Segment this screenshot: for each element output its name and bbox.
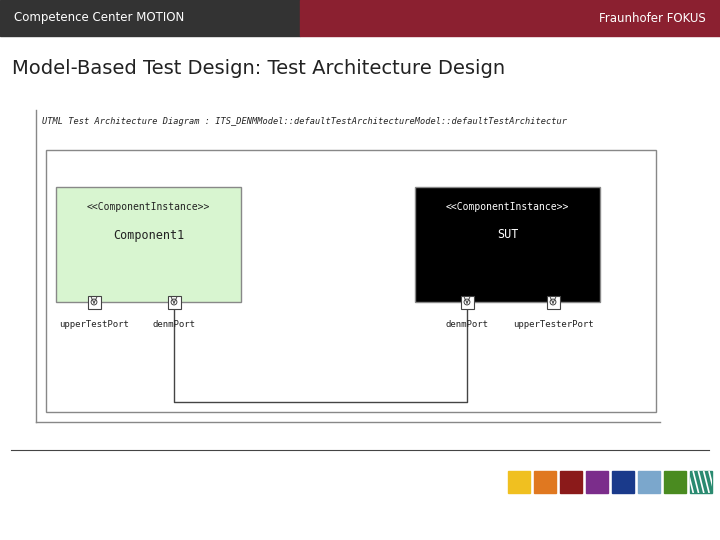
Text: Competence Center MOTION: Competence Center MOTION bbox=[14, 11, 184, 24]
Bar bbox=[508, 471, 530, 493]
Bar bbox=[46, 150, 656, 412]
Text: Fraunhofer FOKUS: Fraunhofer FOKUS bbox=[599, 11, 706, 24]
Bar bbox=[300, 0, 720, 36]
Bar bbox=[586, 471, 608, 493]
Text: <<ComponentInstance>>: <<ComponentInstance>> bbox=[446, 202, 570, 212]
Bar bbox=[534, 471, 556, 493]
Bar bbox=[415, 187, 600, 302]
Bar bbox=[560, 471, 582, 493]
Text: denmPort: denmPort bbox=[153, 320, 196, 329]
Text: denmPort: denmPort bbox=[446, 320, 488, 329]
Bar bbox=[56, 187, 241, 302]
Bar bbox=[638, 471, 660, 493]
Text: Component1: Component1 bbox=[113, 228, 184, 241]
Bar bbox=[690, 471, 712, 493]
Bar bbox=[546, 295, 559, 308]
Bar bbox=[612, 471, 634, 493]
Text: UTML Test Architecture Diagram : ITS_DENMModel::defaultTestArchitectureModel::de: UTML Test Architecture Diagram : ITS_DEN… bbox=[42, 118, 567, 126]
Bar bbox=[88, 295, 101, 308]
Bar bbox=[461, 295, 474, 308]
Text: upperTesterPort: upperTesterPort bbox=[513, 320, 593, 329]
Text: Model-Based Test Design: Test Architecture Design: Model-Based Test Design: Test Architectu… bbox=[12, 58, 505, 78]
Text: SUT: SUT bbox=[497, 228, 518, 241]
Bar bbox=[168, 295, 181, 308]
Text: upperTestPort: upperTestPort bbox=[59, 320, 129, 329]
Text: <<ComponentInstance>>: <<ComponentInstance>> bbox=[87, 202, 210, 212]
Bar bbox=[664, 471, 686, 493]
Bar bbox=[0, 0, 300, 36]
